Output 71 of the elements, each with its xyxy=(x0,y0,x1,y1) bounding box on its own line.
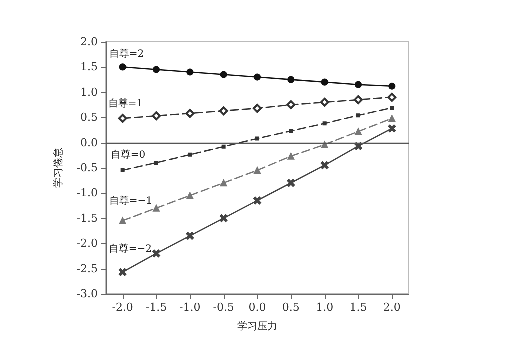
point xyxy=(256,136,260,141)
point xyxy=(322,122,327,126)
point xyxy=(388,115,396,122)
point xyxy=(153,204,160,212)
y-tick-label: 0.0 xyxy=(80,136,98,150)
point xyxy=(355,81,362,88)
point xyxy=(220,71,228,78)
point xyxy=(286,100,296,110)
y-tick-label: -2.5 xyxy=(76,262,98,276)
point xyxy=(254,167,261,174)
point xyxy=(289,129,294,134)
x-tick-label: 0.5 xyxy=(282,301,300,314)
point xyxy=(186,109,195,118)
point xyxy=(186,232,194,240)
point xyxy=(355,128,362,136)
point xyxy=(354,95,363,104)
point xyxy=(320,161,329,170)
point xyxy=(154,160,158,165)
point xyxy=(254,74,261,81)
point xyxy=(119,217,126,224)
point xyxy=(254,196,262,205)
point xyxy=(356,114,360,118)
y-axis-title: 学习倦怠 xyxy=(52,148,64,188)
x-tick-label: 1.5 xyxy=(350,301,368,314)
point xyxy=(153,66,160,74)
point xyxy=(288,152,295,160)
point xyxy=(388,124,396,133)
series-label: 自尊=0 xyxy=(110,148,146,161)
point xyxy=(320,98,330,107)
point xyxy=(321,78,328,86)
y-tick-label: -1.0 xyxy=(76,186,98,200)
y-tick-label: -2.0 xyxy=(76,237,98,250)
point xyxy=(390,106,394,110)
point xyxy=(120,168,125,173)
point xyxy=(388,82,396,90)
y-tick-label: 1.0 xyxy=(80,86,98,99)
point xyxy=(119,64,126,71)
y-tick-label: -1.5 xyxy=(76,212,98,225)
point xyxy=(220,180,228,187)
point xyxy=(152,112,161,121)
x-tick-label: 0.0 xyxy=(248,301,266,314)
point xyxy=(388,92,397,102)
point xyxy=(219,106,228,116)
point xyxy=(118,268,127,276)
series-label: 自尊=2 xyxy=(109,48,144,60)
x-tick-label: -2.0 xyxy=(112,301,134,314)
series-label: 自尊=−2 xyxy=(108,242,152,255)
point xyxy=(288,76,295,84)
x-axis-title: 学习压力 xyxy=(238,320,278,332)
point xyxy=(222,144,226,149)
x-tick-label: -1.5 xyxy=(146,301,168,314)
point xyxy=(287,179,296,188)
y-tick-label: 2.0 xyxy=(80,36,98,48)
point xyxy=(321,141,328,148)
y-tick-label: 1.5 xyxy=(80,60,98,74)
point xyxy=(152,250,160,258)
point xyxy=(186,192,194,200)
x-tick-label: 1.0 xyxy=(316,301,334,314)
point xyxy=(188,152,192,157)
series-label: 自尊=1 xyxy=(108,97,144,110)
point xyxy=(118,114,128,124)
point xyxy=(253,104,262,114)
point xyxy=(220,214,228,222)
y-tick-label: 0.5 xyxy=(80,111,98,124)
x-tick-label: 2.0 xyxy=(383,301,401,314)
y-tick-label: -0.5 xyxy=(76,162,98,174)
x-tick-label: -1.0 xyxy=(180,301,201,314)
point xyxy=(186,68,194,76)
x-tick-label: -0.5 xyxy=(213,301,234,314)
y-tick-label: -3.0 xyxy=(76,288,98,300)
series-label: 自尊=−1 xyxy=(109,195,152,208)
